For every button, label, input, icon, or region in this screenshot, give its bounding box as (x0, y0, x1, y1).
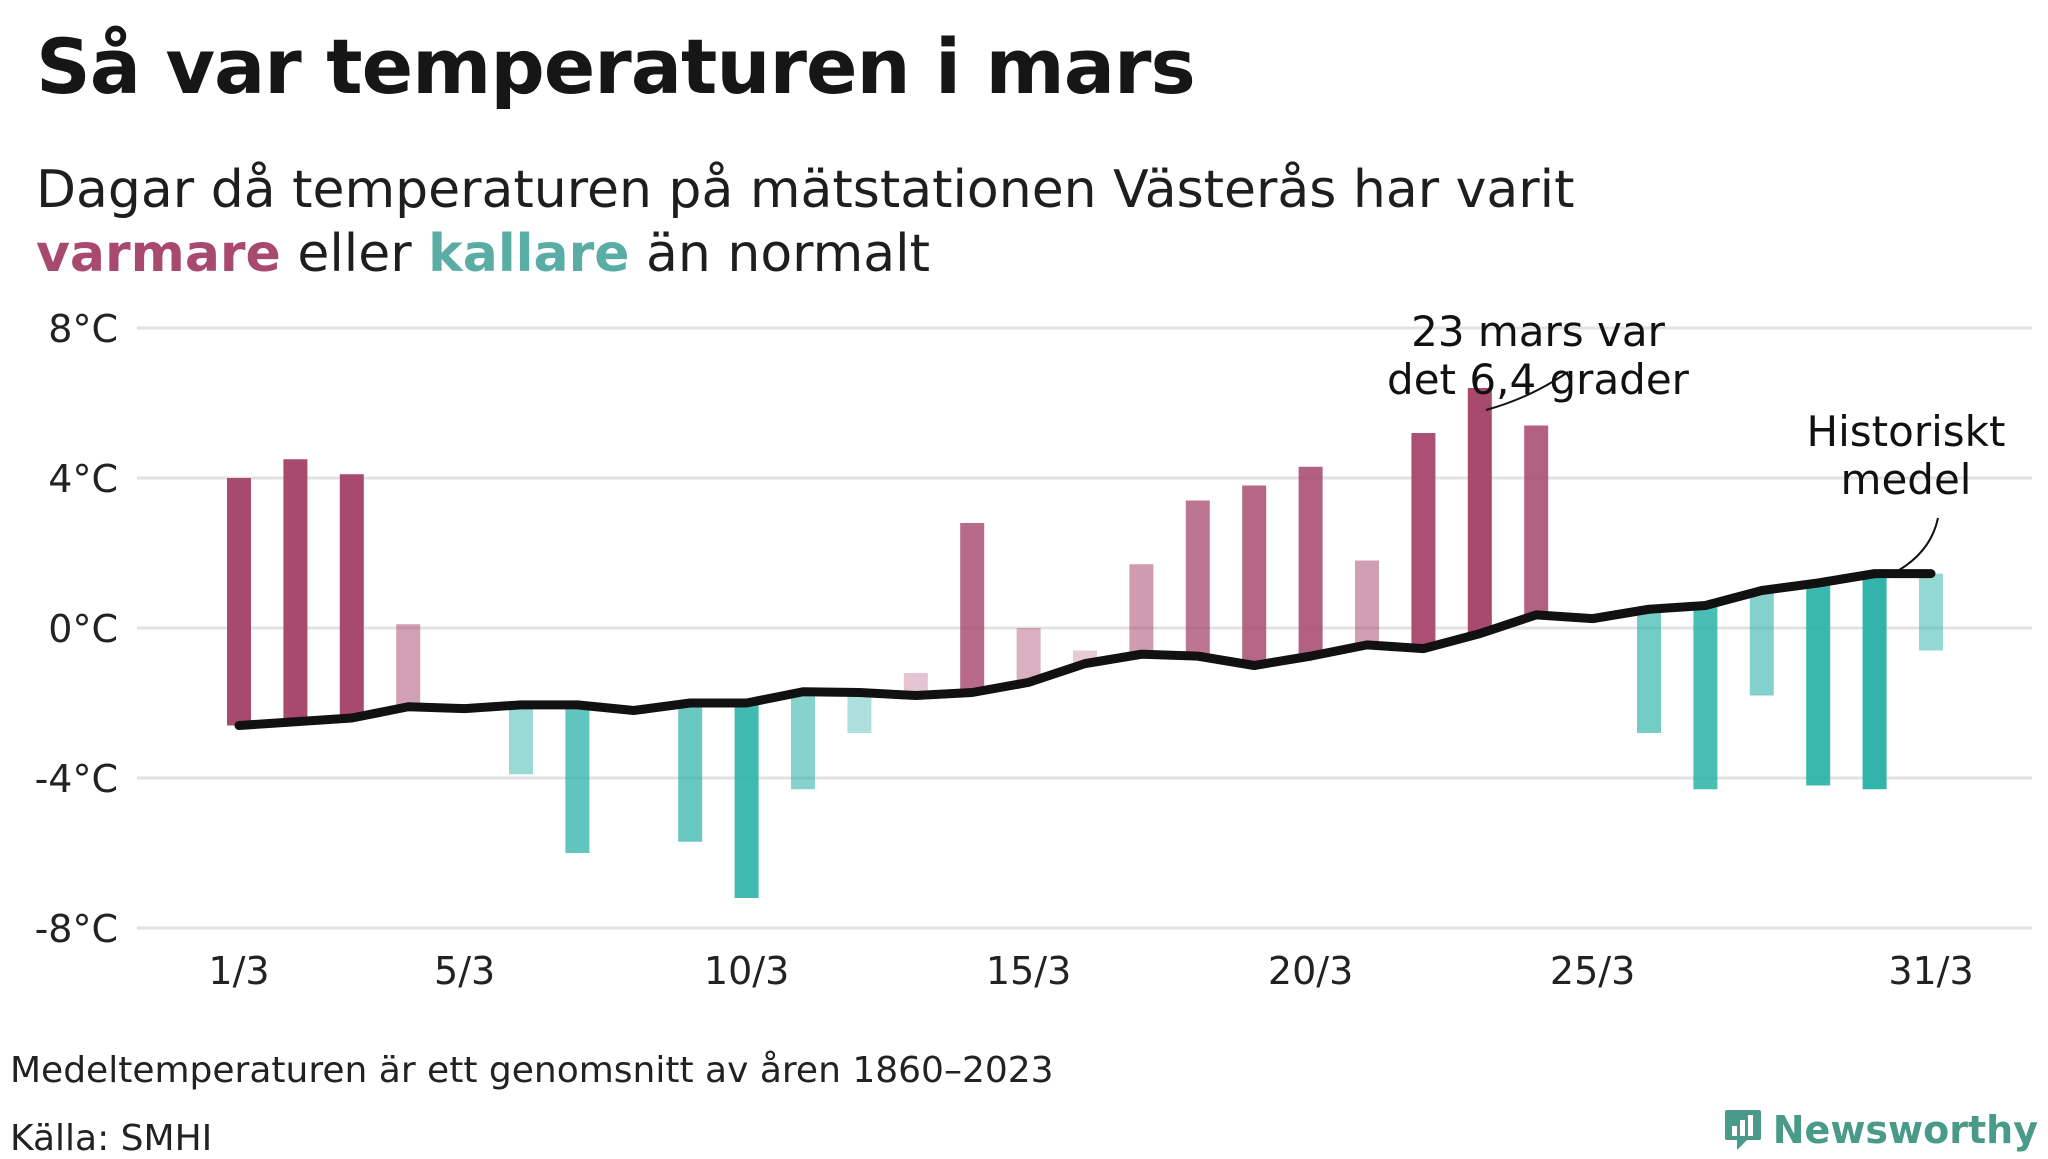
bar (1919, 573, 1943, 651)
bar (1016, 628, 1041, 683)
bar (1637, 609, 1661, 733)
x-tick-label: 20/3 (1268, 949, 1353, 993)
x-tick-label: 15/3 (986, 949, 1071, 993)
annotation-mean-leader (1887, 517, 1939, 577)
x-tick-label: 25/3 (1550, 949, 1635, 993)
brand-name: Newsworthy (1772, 1108, 2038, 1152)
x-tick-label: 10/3 (704, 949, 789, 993)
bar (734, 703, 759, 898)
bars (227, 388, 1943, 898)
y-tick-label: 8°C (48, 307, 118, 351)
bar (1524, 425, 1549, 615)
annotation-mean-line2: medel (1841, 455, 1972, 504)
newsworthy-logo-icon (1724, 1110, 1761, 1150)
x-tick-label: 31/3 (1888, 949, 1973, 993)
bar (1806, 583, 1831, 786)
bar (396, 624, 421, 707)
annotation-mean-line1: Historiskt (1807, 407, 2006, 456)
bar (1693, 605, 1718, 790)
subtitle-cold-word: kallare (428, 224, 630, 284)
y-axis-ticks: 8°C 4°C 0°C -4°C -8°C (35, 307, 118, 951)
x-tick-label: 5/3 (434, 949, 495, 993)
gridlines (137, 326, 2032, 930)
bar (509, 704, 533, 775)
subtitle-ending: än normalt (646, 224, 930, 284)
footnote: Medeltemperaturen är ett genomsnitt av å… (10, 1050, 1054, 1091)
bar (1862, 573, 1887, 790)
source: Källa: SMHI (10, 1118, 213, 1159)
subtitle-warm-word: varmare (36, 224, 281, 284)
bar (283, 459, 308, 722)
bar (1129, 564, 1154, 655)
subtitle-connector: eller (297, 224, 412, 284)
bar (1185, 500, 1210, 657)
x-axis-ticks: 1/3 5/3 10/3 15/3 20/3 25/3 31/3 (208, 949, 1973, 993)
bar (1355, 560, 1379, 645)
bar (960, 523, 985, 693)
y-tick-label: -8°C (35, 907, 118, 951)
bar (903, 673, 928, 696)
bar (1467, 388, 1492, 634)
historical-mean-line-path (234, 569, 1936, 730)
bar (1242, 485, 1267, 666)
annotation-max-leader (1485, 371, 1569, 411)
bar (678, 703, 703, 842)
annotation-max-line1: 23 mars var (1411, 307, 1666, 356)
y-tick-label: 4°C (48, 457, 118, 501)
chart-title: Så var temperaturen i mars (36, 22, 1196, 111)
historical-mean-line (234, 569, 1936, 730)
bar (565, 704, 590, 853)
annotation-max-line2: det 6,4 grader (1387, 355, 1690, 404)
subtitle-line1: Dagar då temperaturen på mätstationen Vä… (36, 160, 1575, 220)
y-tick-label: -4°C (35, 757, 118, 801)
chart-subtitle: Dagar då temperaturen på mätstationen Vä… (36, 158, 1836, 286)
newsworthy-logo[interactable]: Newsworthy (1723, 1108, 2038, 1152)
bar (847, 692, 872, 733)
bar (791, 691, 815, 790)
bar (227, 478, 251, 726)
bar (339, 474, 364, 718)
y-tick-label: 0°C (48, 607, 118, 651)
bar (1411, 433, 1436, 649)
bar (1298, 466, 1323, 657)
bar (1749, 590, 1774, 696)
x-tick-label: 1/3 (208, 949, 269, 993)
